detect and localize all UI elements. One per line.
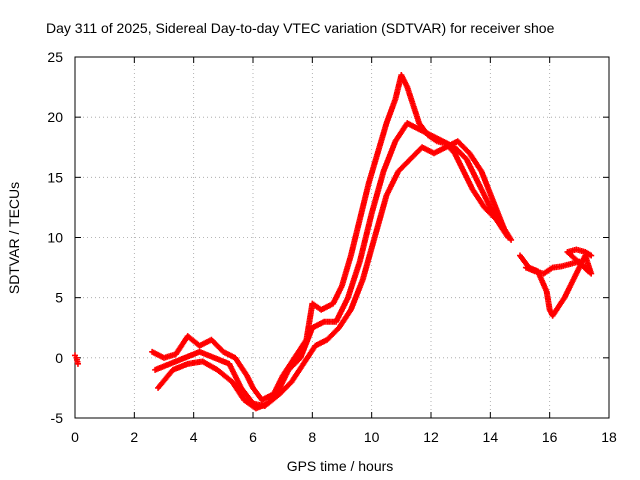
data-point xyxy=(508,236,515,243)
y-tick-label: 25 xyxy=(47,49,63,65)
x-tick-label: 16 xyxy=(542,429,558,445)
x-tick-label: 18 xyxy=(601,429,617,445)
y-axis-title: SDTVAR / TECUs xyxy=(6,182,22,294)
y-tick-label: -5 xyxy=(51,410,64,426)
series-track-start xyxy=(72,352,81,367)
x-axis-title: GPS time / hours xyxy=(287,458,394,474)
y-tick-label: 15 xyxy=(47,169,63,185)
x-tick-label: 8 xyxy=(308,429,316,445)
series-track-lower xyxy=(155,138,509,412)
x-tick-label: 4 xyxy=(190,429,198,445)
data-point xyxy=(585,268,592,275)
x-tick-label: 2 xyxy=(130,429,138,445)
series-track-late-2 xyxy=(522,258,592,277)
x-tick-label: 12 xyxy=(423,429,439,445)
y-tick-label: 20 xyxy=(47,109,63,125)
x-tick-label: 0 xyxy=(71,429,79,445)
data-point xyxy=(74,360,81,367)
data-point xyxy=(588,252,595,259)
x-tick-label: 14 xyxy=(483,429,499,445)
axis-ticks: 0 2 4 6 8 10 12 14 16 18 -5 0 5 10 15 20 25 xyxy=(47,49,617,445)
y-tick-label: 10 xyxy=(47,230,63,246)
x-tick-label: 10 xyxy=(364,429,380,445)
y-tick-label: 5 xyxy=(55,290,63,306)
chart-title: Day 311 of 2025, Sidereal Day-to-day VTE… xyxy=(46,20,555,36)
data-points xyxy=(72,72,595,412)
y-tick-label: 0 xyxy=(55,350,63,366)
series-track-late xyxy=(517,246,595,319)
x-tick-label: 6 xyxy=(249,429,257,445)
data-point xyxy=(502,228,509,235)
grid xyxy=(75,57,609,418)
series-track-upper xyxy=(149,72,512,403)
